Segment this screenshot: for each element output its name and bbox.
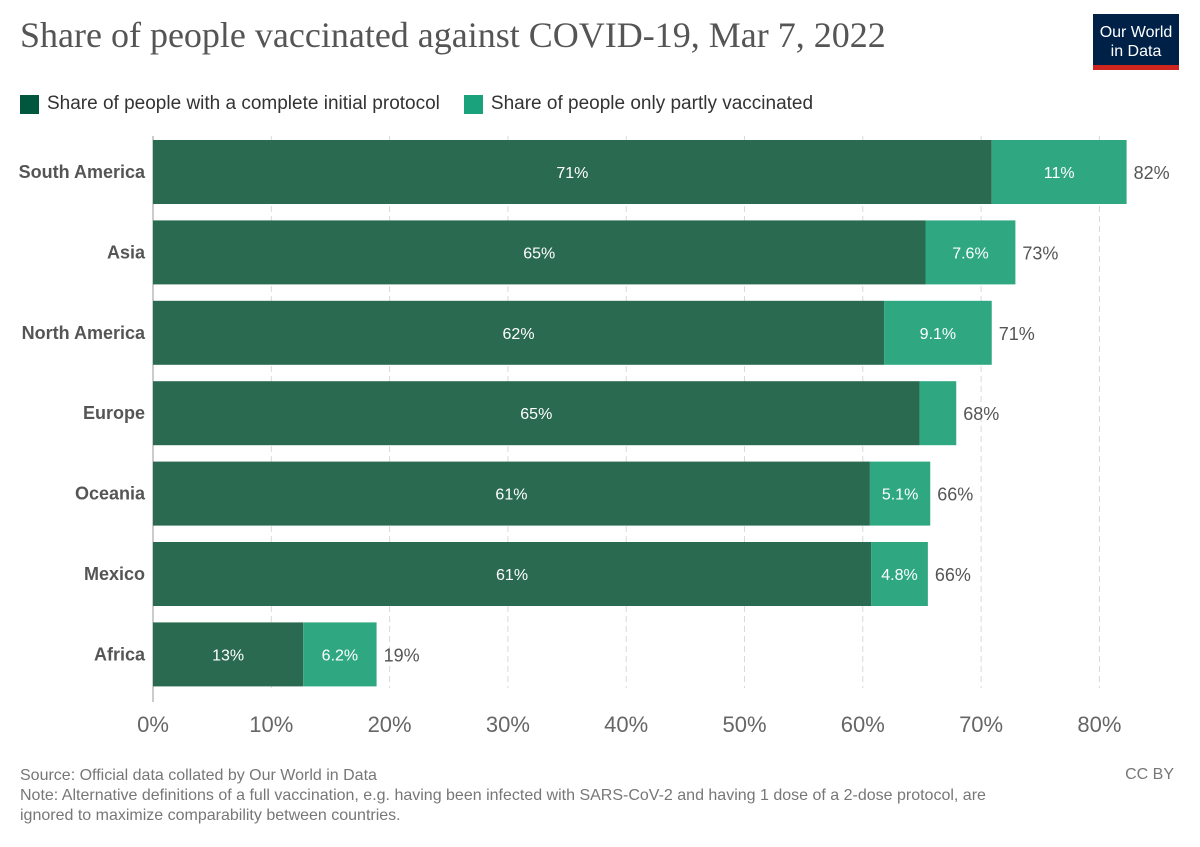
category-label: Mexico <box>84 564 145 584</box>
x-tick-label: 80% <box>1077 712 1121 737</box>
data-label-complete: 62% <box>503 326 535 343</box>
bar-complete <box>153 622 304 687</box>
data-label-partial: 5.1% <box>882 487 918 504</box>
total-label: 82% <box>1134 163 1170 183</box>
category-label: Europe <box>83 403 145 423</box>
logo-accent-bar <box>1093 65 1179 70</box>
legend-item-complete[interactable]: Share of people with a complete initial … <box>20 93 440 115</box>
bar-complete <box>153 140 992 204</box>
bar-complete <box>153 461 870 526</box>
total-label: 73% <box>1022 243 1058 263</box>
bar-partial <box>925 220 1016 285</box>
x-tick-label: 70% <box>959 712 1003 737</box>
x-tick-label: 40% <box>604 712 648 737</box>
bar-partial <box>303 622 377 687</box>
category-label: South America <box>19 162 146 182</box>
owid-logo[interactable]: Our World in Data <box>1093 14 1179 70</box>
x-tick-label: 0% <box>137 712 169 737</box>
chart-legend: Share of people with a complete initial … <box>20 93 837 115</box>
total-label: 68% <box>963 404 999 424</box>
data-label-complete: 65% <box>523 245 555 262</box>
methodology-note-line-2: ignored to maximize comparability betwee… <box>20 807 401 824</box>
legend-label-partial: Share of people only partly vaccinated <box>490 93 814 114</box>
total-label: 66% <box>937 485 973 505</box>
bar-partial <box>919 381 957 446</box>
legend-swatch-partial <box>463 94 483 114</box>
data-label-partial: 11% <box>1044 165 1075 182</box>
total-label: 66% <box>935 565 971 585</box>
bar-partial <box>871 542 928 606</box>
license-label[interactable]: CC BY <box>1125 766 1174 783</box>
bar-complete <box>153 542 872 606</box>
bar-complete <box>153 220 926 285</box>
logo-line-2: in Data <box>1110 43 1162 60</box>
data-label-complete: 13% <box>212 647 244 664</box>
total-label: 71% <box>999 324 1035 344</box>
total-label: 19% <box>384 645 420 665</box>
data-label-partial: 6.2% <box>322 647 358 664</box>
data-label-partial: 9.1% <box>920 326 956 343</box>
data-label-complete: 61% <box>496 567 528 584</box>
x-tick-label: 20% <box>368 712 412 737</box>
source-note: Source: Official data collated by Our Wo… <box>20 767 377 784</box>
bar-chart: 0% 10% 20% 30% 40% 50% 60% 70% 80% South America 7… <box>19 136 1170 737</box>
data-label-complete: 61% <box>495 487 527 504</box>
bar-partial <box>884 300 992 365</box>
chart-title: Share of people vaccinated against COVID… <box>20 15 886 55</box>
category-label: North America <box>22 323 146 343</box>
legend-swatch-complete <box>20 94 39 114</box>
data-label-partial: 7.6% <box>952 245 988 262</box>
x-tick-label: 60% <box>841 712 885 737</box>
data-label-complete: 71% <box>556 165 588 182</box>
methodology-note-line-1: Note: Alternative definitions of a full … <box>20 787 986 804</box>
bar-partial <box>869 461 931 526</box>
x-tick-label: 30% <box>486 712 530 737</box>
data-label-complete: 65% <box>520 406 552 423</box>
category-label: Asia <box>107 242 146 262</box>
legend-item-partial[interactable]: Share of people only partly vaccinated <box>463 93 814 115</box>
category-label: Oceania <box>75 484 146 504</box>
chart-footer: Source: Official data collated by Our Wo… <box>20 766 986 826</box>
bar-complete <box>153 300 885 365</box>
legend-label-complete: Share of people with a complete initial … <box>47 93 440 114</box>
x-tick-label: 50% <box>722 712 766 737</box>
bar-partial <box>991 140 1127 204</box>
logo-line-1: Our World <box>1099 24 1173 41</box>
x-tick-label: 10% <box>249 712 293 737</box>
bar-complete <box>153 381 920 446</box>
data-label-partial: 4.8% <box>881 567 917 584</box>
category-label: Africa <box>94 644 146 664</box>
